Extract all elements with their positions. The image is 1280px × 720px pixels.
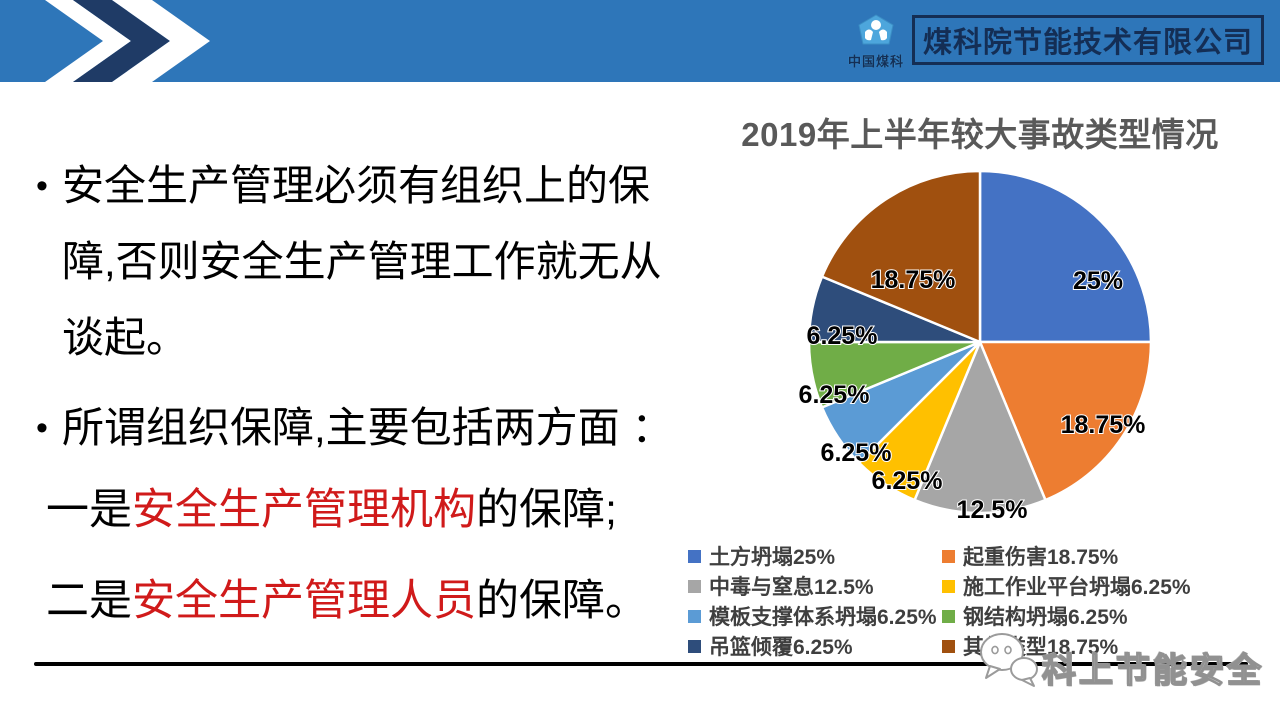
pie-slice-label-6: 6.25% xyxy=(807,322,878,350)
legend-item: 模板支撑体系坍塌6.25% xyxy=(688,601,942,631)
legend-label: 吊篮倾覆6.25% xyxy=(709,636,853,659)
watermark-text: 科上节能安全 xyxy=(1041,651,1264,691)
pie-chart-svg: 25%18.75%12.5%6.25%6.25%6.25%6.25%18.75% xyxy=(798,169,1153,525)
legend-label: 中毒与窒息12.5% xyxy=(709,576,874,599)
chart-legend: 土方坍塌25% 中毒与窒息12.5% 模板支撑体系坍塌6.25% 吊篮倾覆6.25% 起… xyxy=(688,541,1191,661)
legend-swatch-icon xyxy=(688,609,701,623)
point-2-highlight: 安全生产管理人员 xyxy=(132,577,476,625)
legend-item: 起重伤害18.75% xyxy=(942,541,1191,571)
legend-item: 中毒与窒息12.5% xyxy=(688,571,942,601)
point-1-suffix: 的保障; xyxy=(476,486,617,534)
pie-chart: 25% 18.75% 12.5% 6.25% 6.25% 6.25% 6.25% 18.75% xyxy=(760,150,1200,540)
pie-slice-1 xyxy=(978,340,1153,502)
pie-slice-label-0: 25% xyxy=(1073,267,1123,295)
legend-swatch-icon xyxy=(942,579,955,593)
pie-slice-label-1: 18.75% xyxy=(1061,411,1146,439)
watermark: 科上节能安全 xyxy=(978,630,1264,692)
point-1-prefix: 一是 xyxy=(46,486,132,534)
point-line-2: 二是安全生产管理人员的保障。 xyxy=(46,577,648,625)
pie-slice-label-5: 6.25% xyxy=(799,381,870,409)
bullet-dot: • xyxy=(36,409,48,447)
pie-slice-label-3: 6.25% xyxy=(872,467,943,495)
logo-text: 中国煤科 xyxy=(847,54,904,69)
legend-label: 钢结构坍塌6.25% xyxy=(963,606,1128,629)
legend-column: 起重伤害18.75% 施工作业平台坍塌6.25% 钢结构坍塌6.25% 其他类型18.… xyxy=(942,541,1191,661)
bullet-paragraph-2: • 所谓组织保障,主要包括两方面 ： xyxy=(36,390,782,466)
legend-column: 土方坍塌25% 中毒与窒息12.5% 模板支撑体系坍塌6.25% 吊篮倾覆6.25% xyxy=(688,541,942,661)
point-2-suffix: 的保障。 xyxy=(476,577,648,625)
divider-line xyxy=(34,662,1248,666)
legend-item: 土方坍塌25% xyxy=(688,541,942,571)
legend-swatch-icon xyxy=(688,549,701,563)
legend-swatch-icon xyxy=(942,549,955,563)
chat-bubbles-icon xyxy=(980,633,1038,687)
legend-label: 施工作业平台坍塌6.25% xyxy=(963,576,1191,599)
legend-swatch-icon xyxy=(688,639,701,653)
pie-slice-0 xyxy=(978,169,1153,344)
pie-slice-label-7: 18.75% xyxy=(871,266,956,294)
chart-title: 2019年上半年较大事故类型情况 xyxy=(741,116,1219,153)
legend-label: 土方坍塌25% xyxy=(709,546,836,569)
point-2-prefix: 二是 xyxy=(46,577,132,625)
point-1-highlight: 安全生产管理机构 xyxy=(132,486,476,534)
legend-label: 起重伤害18.75% xyxy=(963,546,1119,569)
company-logo: 中国煤科 xyxy=(838,6,914,78)
point-line-1: 一是安全生产管理机构的保障; xyxy=(46,486,617,534)
company-name: 煤科院节能技术有限公司 xyxy=(922,27,1253,59)
pie-slice-label-2: 12.5% xyxy=(957,496,1028,524)
header-bar: 中国煤科 煤科院节能技术有限公司 xyxy=(0,0,1280,82)
pie-slice-7 xyxy=(820,169,982,344)
chevron-decoration-icon xyxy=(45,0,210,82)
company-name-box: 煤科院节能技术有限公司 xyxy=(912,15,1264,65)
legend-item: 施工作业平台坍塌6.25% xyxy=(942,571,1191,601)
legend-label: 模板支撑体系坍塌6.25% xyxy=(709,606,937,629)
pie-slice-label-4: 6.25% xyxy=(821,439,892,467)
legend-swatch-icon xyxy=(942,609,955,623)
legend-item: 吊篮倾覆6.25% xyxy=(688,631,942,661)
bullet-paragraph-1: • 安全生产管理必须有组织上的保障,否则安全生产管理工作就无从谈起。 xyxy=(36,148,710,376)
pie-slice-2 xyxy=(912,338,1048,515)
logo-mark-icon xyxy=(858,14,894,45)
legend-swatch-icon xyxy=(942,639,955,653)
legend-swatch-icon xyxy=(688,579,701,593)
bullet-1-text: 安全生产管理必须有组织上的保障,否则安全生产管理工作就无从谈起。 xyxy=(62,162,662,361)
bullet-2-text: 所谓组织保障,主要包括两方面 ： xyxy=(62,404,674,451)
legend-item: 钢结构坍塌6.25% xyxy=(942,601,1191,631)
bullet-dot: • xyxy=(36,167,48,205)
